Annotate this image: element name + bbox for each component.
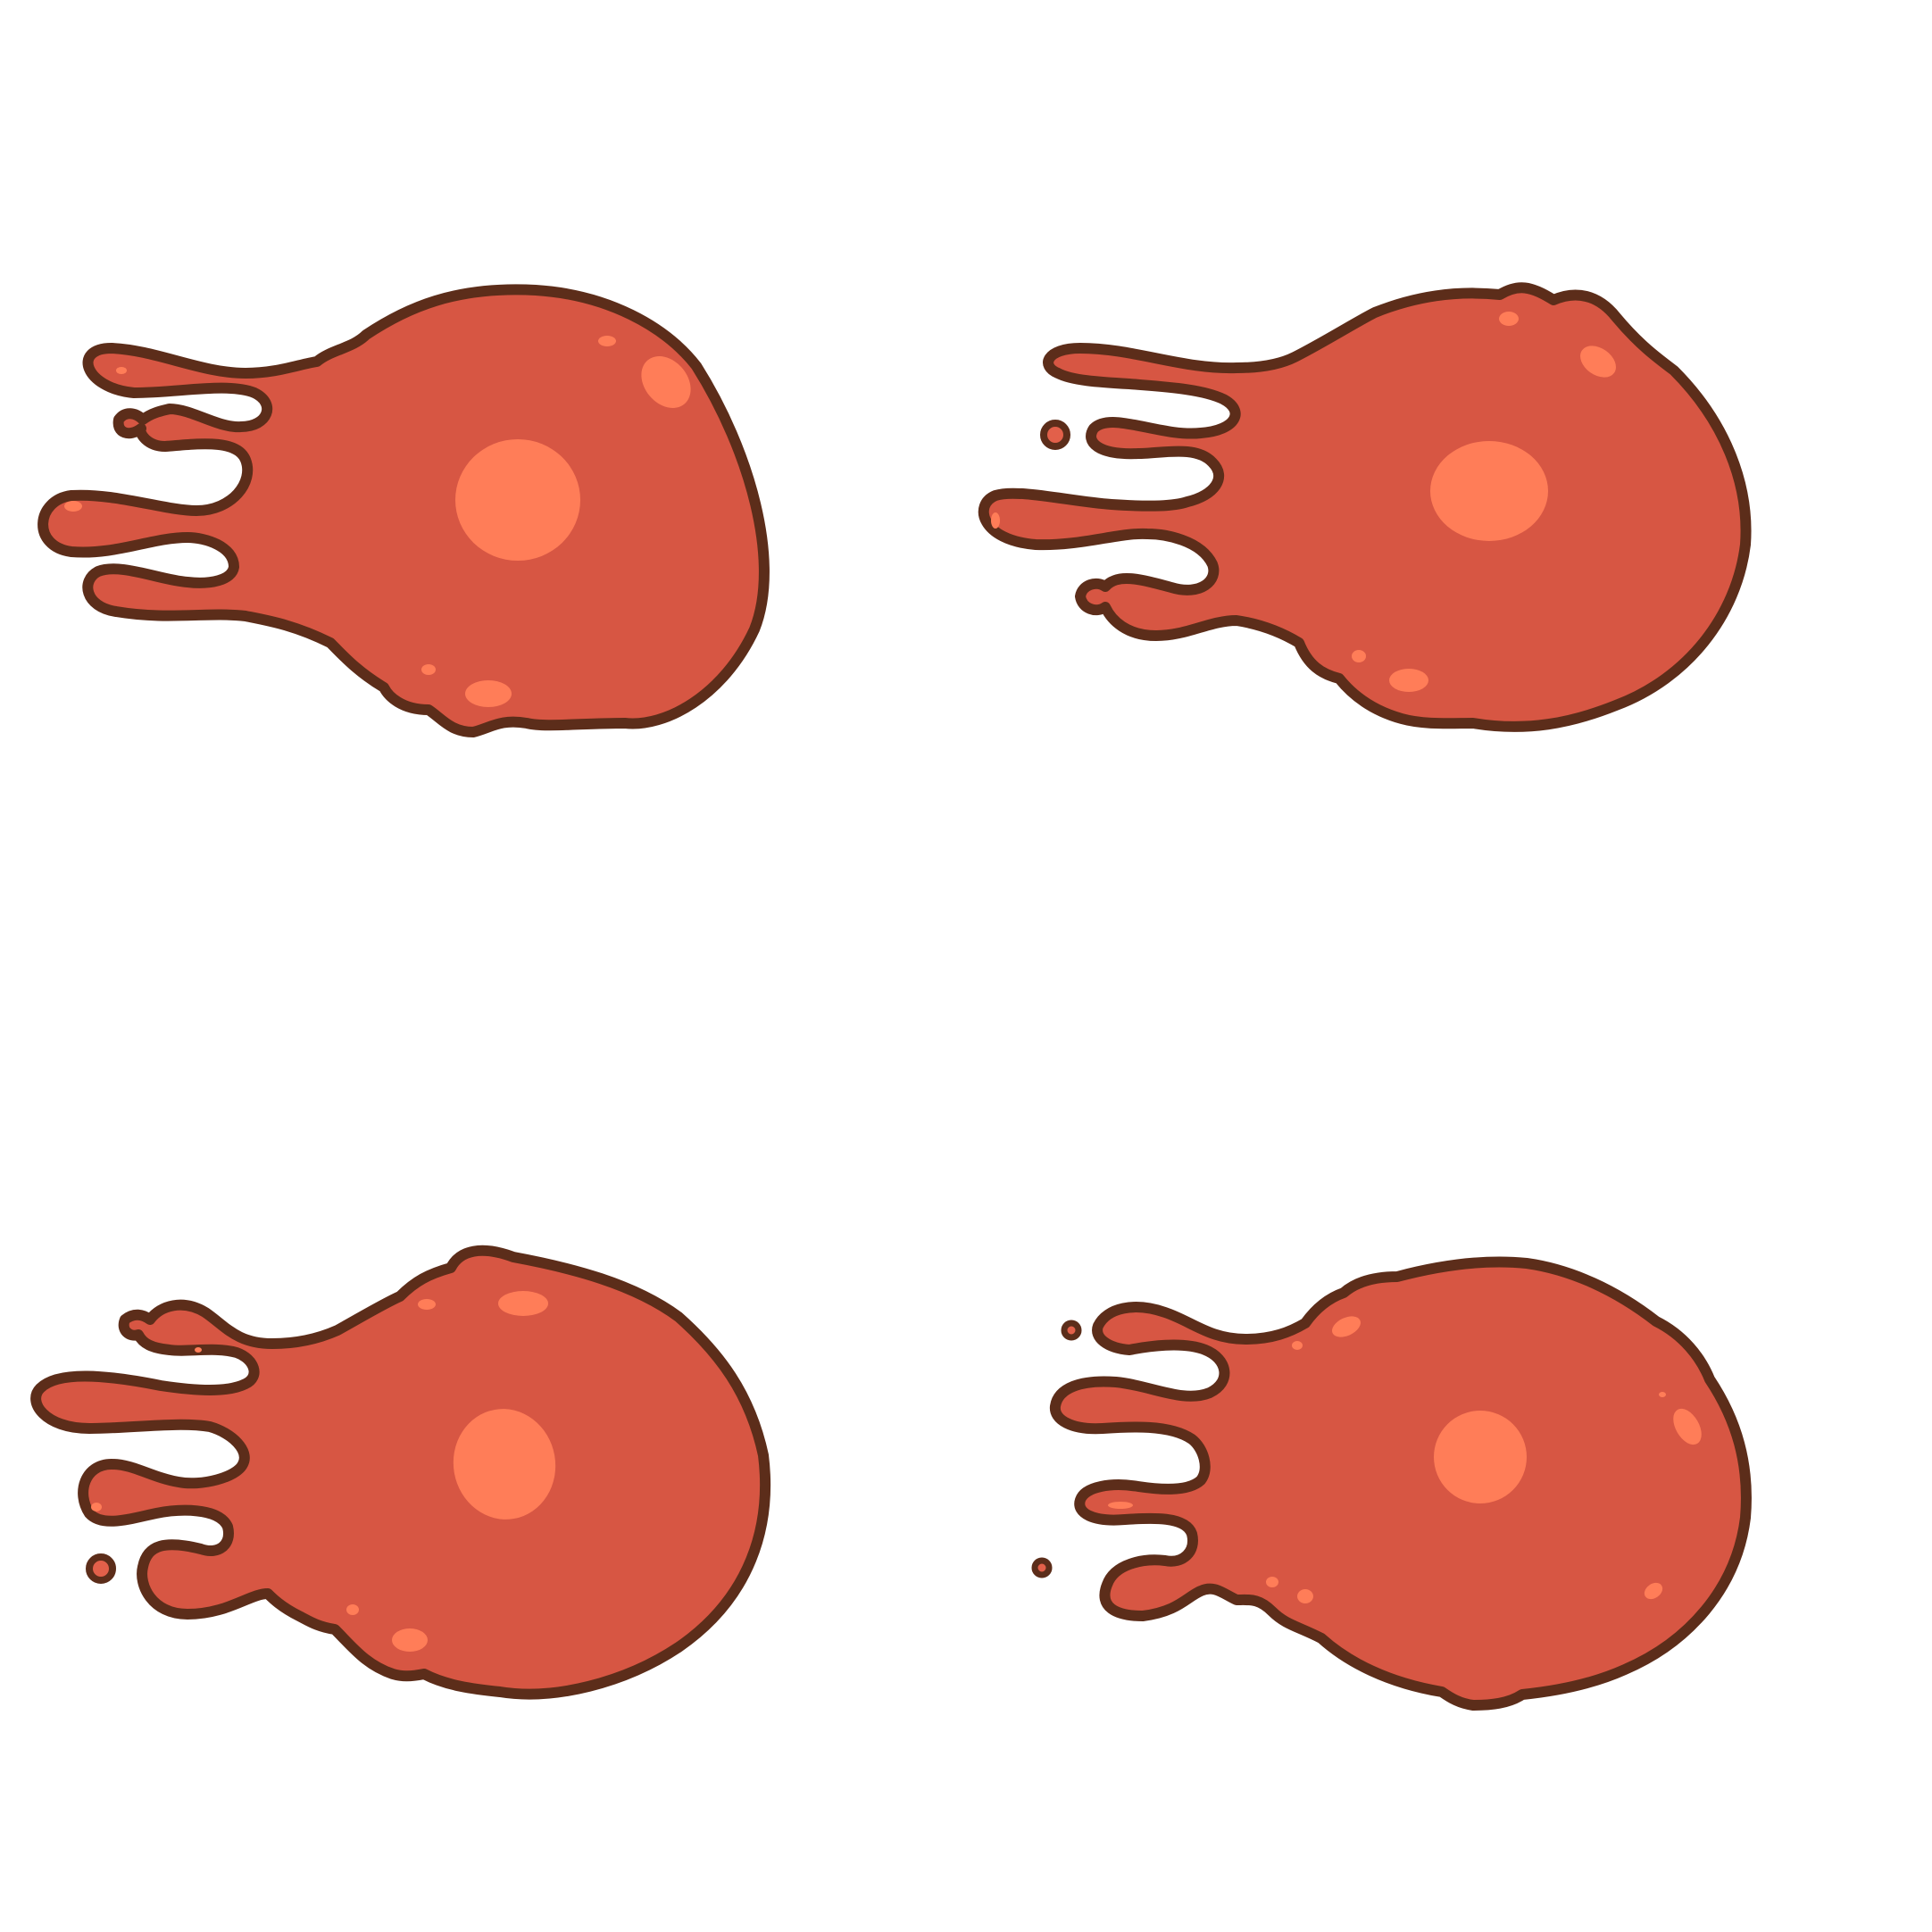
splat-body <box>30 1245 771 1700</box>
splat-droplet <box>86 1553 116 1584</box>
splat-droplet <box>1031 1557 1053 1578</box>
splat-droplet <box>1061 1320 1082 1341</box>
splat-highlight <box>991 512 1000 529</box>
splat-highlight <box>1352 650 1366 662</box>
splat-frame-4 <box>1031 1256 1752 1711</box>
splat-highlight <box>1499 312 1519 326</box>
splat-body <box>37 284 770 737</box>
splat-highlight <box>498 1291 548 1316</box>
splat-highlight <box>392 1628 428 1652</box>
splat-highlight <box>1292 1341 1303 1350</box>
splat-frame-3 <box>30 1245 771 1700</box>
splat-highlight <box>421 664 436 675</box>
splat-highlight <box>1332 1316 1361 1337</box>
splat-droplet <box>1040 420 1070 450</box>
splat-highlight <box>1430 441 1548 541</box>
splat-highlight <box>1580 346 1616 378</box>
splat-highlight <box>1673 1408 1702 1445</box>
splat-highlight <box>598 336 616 346</box>
splat-highlight <box>64 501 82 512</box>
splat-highlight <box>195 1347 202 1353</box>
splat-highlight <box>1389 669 1428 692</box>
splat-highlight <box>1644 1582 1663 1600</box>
splat-frame-2 <box>978 282 1752 732</box>
splat-highlight <box>1659 1392 1666 1397</box>
splat-highlight <box>346 1604 359 1615</box>
splat-body <box>978 282 1752 732</box>
splat-highlight <box>1108 1502 1133 1509</box>
splat-highlight <box>641 356 691 408</box>
splat-highlight <box>455 439 580 561</box>
splat-highlight <box>418 1299 436 1310</box>
splat-frame-1 <box>37 284 770 737</box>
splat-highlight <box>453 1409 556 1520</box>
splat-highlight <box>1434 1411 1527 1503</box>
splat-highlight <box>1266 1577 1278 1587</box>
splat-highlight <box>1297 1589 1313 1603</box>
splat-highlight <box>116 367 127 374</box>
splat-highlight <box>465 680 512 707</box>
splat-body <box>1049 1256 1752 1711</box>
splat-highlight <box>91 1503 102 1511</box>
